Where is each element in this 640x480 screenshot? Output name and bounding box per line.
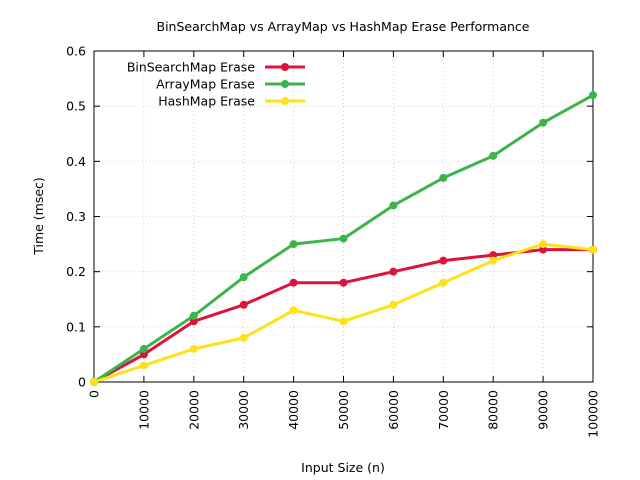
data-point xyxy=(439,256,448,265)
legend-label: BinSearchMap Erase xyxy=(127,60,255,75)
data-point xyxy=(90,378,98,386)
legend-label: HashMap Erase xyxy=(158,94,255,109)
x-tick-label: 100000 xyxy=(586,390,601,438)
data-point xyxy=(539,240,548,249)
data-point xyxy=(339,278,348,287)
legend-swatch-point xyxy=(281,63,289,71)
x-tick-label: 70000 xyxy=(436,390,451,430)
y-axis-label: Time (msec) xyxy=(31,177,46,256)
chart-title: BinSearchMap vs ArrayMap vs HashMap Eras… xyxy=(157,19,530,34)
x-tick-label: 30000 xyxy=(236,390,251,430)
x-tick-label: 90000 xyxy=(536,390,551,430)
x-tick-label: 60000 xyxy=(386,390,401,430)
legend-swatch-point xyxy=(281,97,289,105)
series-2 xyxy=(90,240,597,386)
y-tick-label: 0.4 xyxy=(66,154,86,169)
data-point xyxy=(489,256,498,265)
data-point xyxy=(239,333,248,342)
series-group xyxy=(90,91,597,386)
data-point xyxy=(339,234,348,243)
data-point xyxy=(239,273,248,282)
x-tick-label: 80000 xyxy=(486,390,501,430)
legend: BinSearchMap Erase ArrayMap Erase HashMap … xyxy=(127,60,305,109)
legend-label: ArrayMap Erase xyxy=(156,77,255,92)
y-tick-label: 0 xyxy=(78,375,86,390)
data-point xyxy=(139,361,148,370)
data-point xyxy=(389,267,398,276)
data-point xyxy=(539,118,548,127)
data-point xyxy=(239,300,248,309)
x-tick-label: 20000 xyxy=(186,390,201,430)
data-point xyxy=(139,344,148,353)
y-tick-label: 0.1 xyxy=(66,319,86,334)
legend-swatch-point xyxy=(281,80,289,88)
x-tick-label: 40000 xyxy=(286,390,301,430)
data-point xyxy=(439,173,448,182)
x-axis-label: Input Size (n) xyxy=(301,460,385,475)
data-point xyxy=(189,311,198,320)
x-tick-label: 50000 xyxy=(336,390,351,430)
data-point xyxy=(589,91,597,100)
data-point xyxy=(439,278,448,287)
data-point xyxy=(289,306,298,315)
series-1 xyxy=(90,91,597,386)
data-point xyxy=(389,201,398,210)
y-tick-label: 0.2 xyxy=(66,264,86,279)
data-point xyxy=(189,317,198,326)
x-tick-label: 10000 xyxy=(136,390,151,430)
data-point xyxy=(489,251,498,260)
y-tick-label: 0.3 xyxy=(66,209,86,224)
x-tick-label: 0 xyxy=(87,390,102,398)
y-tick-label: 0.6 xyxy=(66,44,86,59)
data-point xyxy=(189,344,198,353)
data-point xyxy=(589,245,597,254)
data-point xyxy=(389,300,398,309)
data-point xyxy=(339,317,348,326)
y-tick-label: 0.5 xyxy=(66,99,86,114)
series-line xyxy=(92,242,595,384)
data-point xyxy=(289,240,298,249)
data-point xyxy=(539,245,548,254)
data-point xyxy=(139,350,148,359)
data-point xyxy=(289,278,298,287)
axis-ticks: 0 0.1 0.2 0.3 0.4 0.5 0.6 0 10000 20000 30000 40000… xyxy=(66,44,600,438)
data-point xyxy=(489,151,498,160)
